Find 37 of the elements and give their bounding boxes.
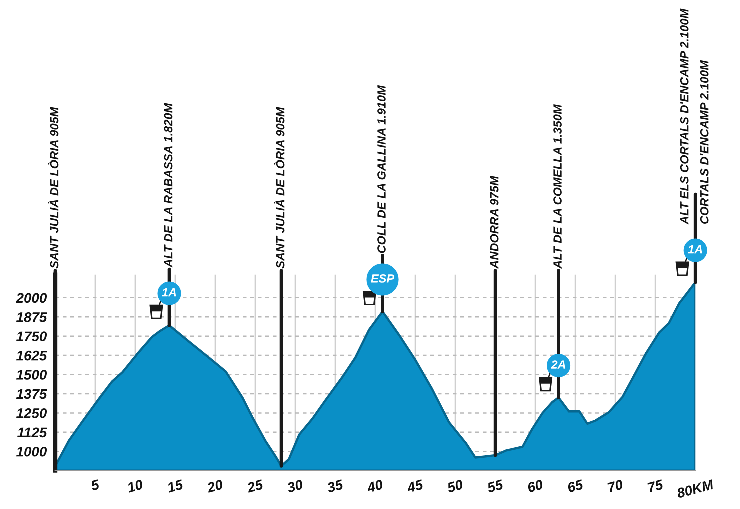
annotation: ALT ELS CORTALS D'ENCAMP 2.100M [680,8,689,225]
x-tick-label: 35 [326,479,344,493]
annotation: ALT DE LA COMELLA 1.350M [554,104,562,270]
x-tick-label: 10 [126,480,144,493]
y-tick-label: 1750 [16,332,48,342]
y-tick-label: 1625 [16,350,48,361]
x-tick-label: 60 [527,480,544,493]
annotation: ANDORRA 975M [490,176,499,270]
y-tick-label: 2000 [16,293,48,304]
annotation: 2A [551,360,566,369]
x-tick-label: 75 [648,480,664,493]
annotation: 1A [688,245,702,254]
x-tick-label: 45 [406,480,424,494]
x-tick-label: 5 [90,480,100,491]
annotation: SANT JULIÀ DE LÒRIA 905M [48,107,59,269]
x-tick-label: 80KM [676,479,715,499]
annotation: COLL DE LA GALLINA 1.910M [378,85,386,254]
annotation: CORTALS D'ENCAMP 2.100M [700,60,709,224]
x-tick-label: 15 [166,480,184,493]
y-tick-label: 1875 [16,312,48,322]
annotation: 1A [162,288,176,297]
y-tick-label: 1125 [18,428,48,438]
x-tick-label: 50 [446,480,464,493]
y-tick-label: 1500 [16,370,48,380]
y-tick-label: 1000 [16,446,48,457]
x-tick-label: 55 [486,480,504,493]
y-tick-label: 1250 [16,408,48,418]
x-tick-label: 70 [607,480,624,493]
y-tick-label: 1375 [16,389,48,400]
x-tick-label: 65 [567,479,584,493]
annotation: ESP [371,274,395,283]
x-tick-label: 40 [366,480,384,494]
x-tick-label: 25 [246,479,264,494]
x-tick-label: 30 [286,480,304,493]
annotation: SANT JULIÀ DE LÒRIA 905M [274,107,285,269]
x-tick-label: 20 [206,480,224,494]
annotation: ALT DE LA RABASSA 1.820M [164,103,173,268]
